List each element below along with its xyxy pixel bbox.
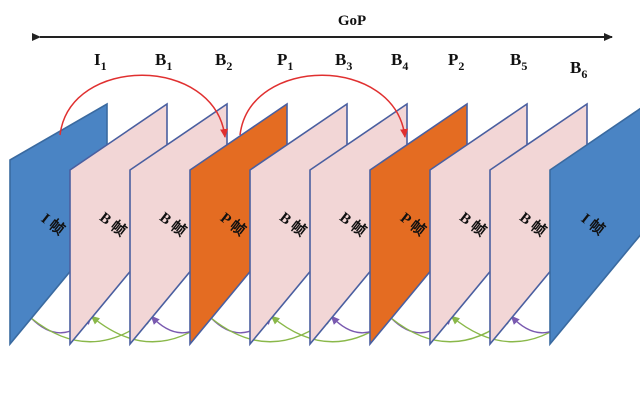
frame-order-label: P1	[277, 50, 293, 73]
frame-order-subscript: 2	[458, 59, 464, 73]
frame-order-label: B6	[570, 58, 587, 81]
gop-label: GoP	[338, 13, 366, 29]
frame-order-subscript: 5	[521, 59, 527, 73]
frame-order-subscript: 1	[101, 59, 107, 73]
frame-order-label: P2	[448, 50, 464, 73]
frame-order-label: B2	[215, 50, 232, 73]
frame-order-subscript: 1	[166, 59, 172, 73]
p-frame-reference-arc	[59, 74, 228, 138]
p-frame-reference-arc	[239, 74, 408, 138]
frame-order-label: B1	[155, 50, 172, 73]
frame-panel-i: I 帧	[549, 107, 640, 347]
frame-order-label: B5	[510, 50, 527, 73]
gop-span: GoP	[32, 13, 613, 41]
frame-order-subscript: 2	[226, 59, 232, 73]
frame-order-label: B4	[391, 50, 408, 73]
frame-order-subscript: 1	[287, 59, 293, 73]
frame-order-label: B3	[335, 50, 352, 73]
frame-order-label: I1	[94, 50, 107, 73]
frame-panel-shape	[549, 107, 640, 347]
frame-order-subscript: 4	[402, 59, 408, 73]
frame-order-subscript: 6	[581, 67, 587, 81]
p-frame-reference-arcs	[59, 74, 408, 138]
frame-order-subscript: 3	[346, 59, 352, 73]
